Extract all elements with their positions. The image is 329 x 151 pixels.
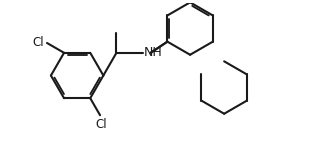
Text: NH: NH [144,46,163,59]
Text: Cl: Cl [33,37,44,50]
Text: Cl: Cl [95,118,107,131]
